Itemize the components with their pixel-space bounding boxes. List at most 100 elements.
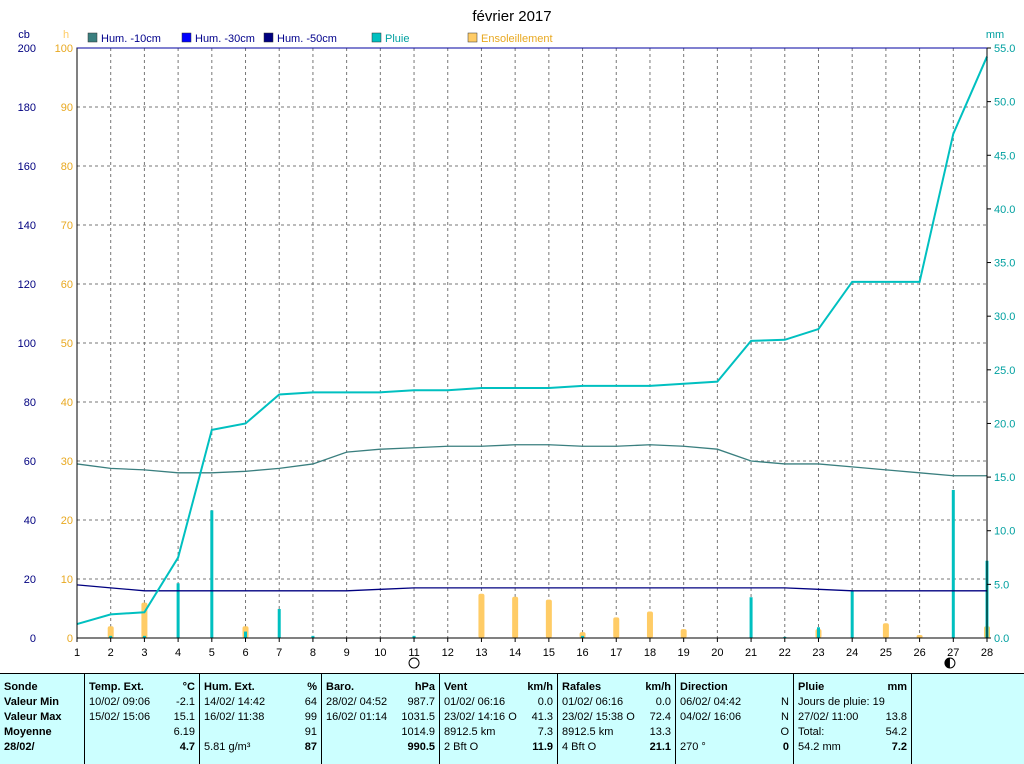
rain-daily-bar [412,635,416,638]
label-avg: Moyenne [4,726,52,738]
chart-grid [77,48,987,638]
x-tick-label: 10 [374,647,386,659]
x-tick-label: 12 [442,647,454,659]
x-tick-label: 19 [678,647,690,659]
legend-swatch [181,32,192,43]
y-tick-label-cb: 0 [30,633,36,645]
y-tick-label-h: 60 [61,279,73,291]
moon-markers [408,657,956,669]
y-tick-label-mm: 40.0 [994,204,1015,216]
temp-header: Temp. Ext. [89,681,144,693]
summary-col-wind: Vent km/h 01/02/ 06:16 0.0 23/02/ 14:16 O 4… [440,674,558,764]
sunshine-bar [107,626,114,638]
line-rain-cumulative [76,56,988,626]
sunshine-bar [882,623,889,638]
gust-bft: 4 Bft O [562,741,597,753]
x-tick-label: 22 [779,647,791,659]
y-tick-label-h: 70 [61,220,73,232]
y-tick-label-h: 80 [61,161,73,173]
x-tick-label: 24 [846,647,858,659]
x-tick-label: 15 [543,647,555,659]
y-tick-label-cb: 100 [18,338,36,350]
x-tick-label: 8 [310,647,316,659]
temp-avg-value: 6.19 [173,726,195,738]
dir-current-value: 0 [782,741,789,753]
y-tick-label-cb: 160 [18,161,36,173]
y-tick-label-mm: 35.0 [994,258,1015,270]
rain-month-total: 54.2 mm [798,741,841,753]
x-tick-label: 17 [610,647,622,659]
chart-ticks: 0204060801001201401601802000102030405060… [18,43,1016,659]
y-tick-label-mm: 10.0 [994,526,1015,538]
temp-max-date: 15/02/ 15:06 [89,711,151,723]
legend-label: Hum. -10cm [101,33,161,45]
y-tick-label-h: 20 [61,515,73,527]
x-tick-label: 9 [344,647,350,659]
gust-header: Rafales [562,681,602,693]
rain-max-value: 13.8 [885,711,907,723]
dir-max-value: N [781,711,789,723]
x-tick-label: 16 [576,647,588,659]
summary-col-temp: Temp. Ext. °C 10/02/ 09:06 -2.1 15/02/ 15:… [85,674,200,764]
summary-col-rain: Pluie mm Jours de pluie: 19 27/02/ 11:00 1… [794,674,912,764]
sunshine-bar [680,629,687,638]
sunshine-bar [916,635,923,638]
y-tick-label-cb: 200 [18,43,36,55]
temp-min-date: 10/02/ 09:06 [89,696,151,708]
rain-daily-bar [783,636,787,638]
rain-daily-bar [311,635,315,638]
wind-current-value: 11.9 [532,741,553,753]
rain-daily-bar [244,631,248,638]
temp-max-value: 15.1 [173,711,195,723]
rain-current-value: 7.2 [891,741,907,753]
y-tick-label-mm: 20.0 [994,418,1015,430]
x-tick-label: 3 [141,647,147,659]
line-hum-50cm [76,584,987,592]
y-tick-label-h: 0 [67,633,73,645]
sunshine-bar [613,617,620,638]
rain-daily-bar [850,590,854,638]
left-axis-unit-cb: cb [18,29,30,41]
y-tick-label-mm: 0.0 [994,633,1009,645]
wind-distance: 8912.5 km [444,726,496,738]
y-tick-label-mm: 55.0 [994,43,1015,55]
y-tick-label-mm: 30.0 [994,311,1015,323]
rain-daily-bar [109,635,113,638]
legend-swatch [263,32,274,43]
right-axis-unit-mm: mm [986,29,1004,41]
gust-max-value: 72.4 [649,711,671,723]
x-tick-label: 21 [745,647,757,659]
dir-avg-value: O [780,726,789,738]
sunshine-bar [545,599,552,638]
wind-bft: 2 Bft O [444,741,479,753]
gust-unit: km/h [645,681,671,693]
baro-avg-value: 1014.9 [401,726,435,738]
y-tick-label-cb: 120 [18,279,36,291]
plot-frame [76,47,988,639]
sunshine-bar [646,611,653,638]
temp-current-value: 4.7 [179,741,195,753]
dir-min-value: N [781,696,789,708]
rain-daily-bar [277,609,281,638]
rain-daily-bar [581,635,585,638]
summary-panel: Sonde Valeur Min Valeur Max Moyenne 28/0… [0,673,1024,764]
hum-absolute: 5.81 g/m³ [204,741,251,753]
x-tick-label: 4 [175,647,181,659]
y-tick-label-cb: 180 [18,102,36,114]
dir-degrees: 270 ° [680,741,706,753]
chart-bars [107,489,990,638]
baro-unit: hPa [414,681,435,693]
gust-distance: 8912.5 km [562,726,614,738]
rain-daily-bar [951,489,955,638]
wind-min-date: 01/02/ 06:16 [444,696,506,708]
y-tick-label-cb: 40 [24,515,36,527]
label-max: Valeur Max [4,711,62,723]
wind-header: Vent [444,681,468,693]
sunshine-bar [512,596,519,638]
rain-daily-bar [210,510,214,638]
legend-label: Hum. -30cm [195,33,255,45]
x-tick-label: 7 [276,647,282,659]
y-tick-label-cb: 60 [24,456,36,468]
gust-current-value: 21.1 [649,741,671,753]
dir-header: Direction [680,681,728,693]
